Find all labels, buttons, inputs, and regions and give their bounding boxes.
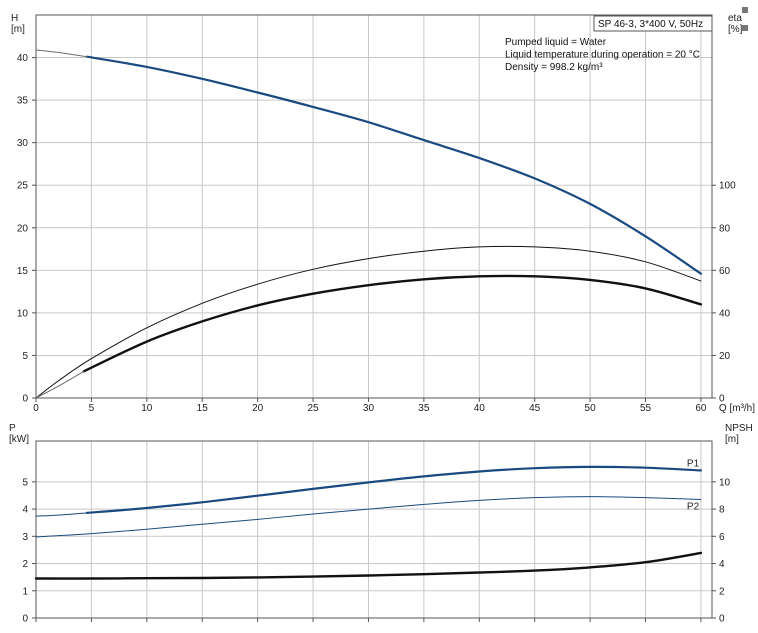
curve-series-1-3 [34,551,703,580]
y-tick-label-left: 2 [22,559,28,570]
x-tick-label: 50 [585,403,597,414]
y-tick-label-right: 40 [719,308,731,319]
x-tick-label: 10 [141,403,153,414]
y-axis-label-right: [m] [725,434,739,445]
pumped-liquid-info-line: Pumped liquid = Water [505,37,607,48]
y-tick-label-right: 4 [719,559,725,570]
y-tick-label-right: 20 [719,351,731,362]
y-axis-label-right: eta [728,13,742,24]
y-tick-label-right: 0 [719,614,725,625]
curve-series-0-0 [85,55,702,275]
pumped-liquid-info-line: Density = 998.2 kg/m³ [505,62,603,73]
y-tick-label-right: 8 [719,505,725,516]
x-tick-label: 20 [252,403,264,414]
x-tick-label: 30 [363,403,375,414]
curve-series-0-3 [82,274,703,373]
y-tick-label-right: 80 [719,223,731,234]
x-tick-label: 55 [640,403,652,414]
y-tick-label-right: 60 [719,266,731,277]
y-tick-label-left: 35 [17,96,29,107]
y-tick-label-left: 5 [22,351,28,362]
series-label-p2: P2 [687,502,700,513]
y-tick-label-right: 0 [719,394,725,405]
x-tick-label: 25 [307,403,319,414]
y-tick-label-left: 30 [17,138,29,149]
x-tick-label: 5 [89,403,95,414]
y-tick-label-left: 3 [22,532,28,543]
x-axis-label: Q [m³/h] [719,403,755,414]
y-tick-label-left: 4 [22,505,28,516]
y-tick-label-left: 40 [17,53,29,64]
plot-frame [35,440,713,619]
curve-series-0-1 [35,49,88,58]
y-tick-label-left: 0 [22,614,28,625]
x-tick-label: 60 [695,403,707,414]
y-axis-label-left: H [11,13,18,24]
p1-curve-series-1-0 [85,465,702,514]
y-tick-label-left: 15 [17,266,29,277]
y-tick-label-left: 10 [17,308,29,319]
x-tick-label: 15 [197,403,209,414]
x-tick-label: 35 [418,403,430,414]
p2-curve-series-1-2 [35,496,702,538]
y-axis-label-left: [m] [11,24,25,35]
y-tick-label-left: 1 [22,586,28,597]
x-tick-label: 40 [474,403,486,414]
pumped-liquid-info-line: Liquid temperature during operation = 20… [505,50,700,61]
x-tick-label: 45 [529,403,541,414]
y-axis-label-left: [kW] [9,434,29,445]
series-label-p1: P1 [687,458,700,469]
pump-model-label: SP 46-3, 3*400 V, 50Hz [598,19,703,30]
y-tick-label-left: 0 [22,394,28,405]
x-tick-label: 0 [33,403,39,414]
plot-frame [35,14,713,399]
y-tick-label-right: 6 [719,532,725,543]
y-tick-label-left: 25 [17,181,29,192]
curve-series-0-4 [35,370,85,399]
y-axis-label-left: P [9,423,16,434]
curve-series-0-2 [35,245,702,399]
curve-series-1-1 [35,512,88,517]
y-tick-label-right: 10 [719,477,731,488]
y-tick-label-right: 100 [719,181,736,192]
y-tick-label-left: 20 [17,223,29,234]
corner-marker-icon [742,0,756,31]
y-tick-label-right: 2 [719,586,725,597]
info-box [593,15,713,32]
y-axis-label-right: NPSH [725,423,753,434]
y-axis-label-right: [%] [728,24,743,35]
y-tick-label-left: 5 [22,477,28,488]
